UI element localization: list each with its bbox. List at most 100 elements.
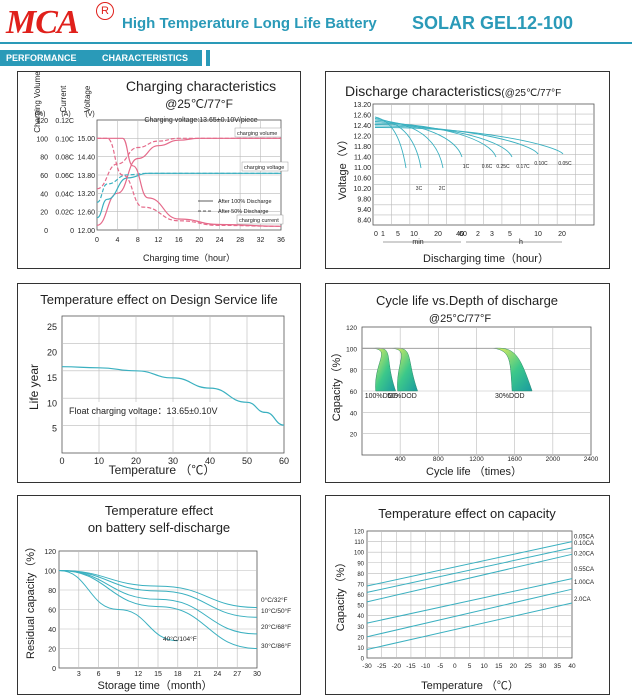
self-discharge-line-3	[58, 570, 258, 649]
y-tick-label: 90	[357, 561, 364, 567]
y-tick-label: 15	[47, 373, 57, 383]
volume-tick-label: 80	[40, 155, 48, 162]
x-tick-label: 27	[233, 671, 241, 678]
series-label: 2C	[439, 186, 446, 192]
capacity-line-1	[366, 547, 573, 593]
x-tick-label: 0	[59, 456, 64, 466]
series-line-5	[96, 137, 282, 227]
current-tick-label: 0.08C	[55, 155, 74, 162]
x-tick-label: 40	[205, 456, 215, 466]
x-axis-label: Storage time（month）	[98, 679, 213, 692]
self-discharge-line-4	[58, 570, 178, 642]
volume-tick-label: 120	[36, 118, 48, 125]
axis-title-current: Current	[59, 85, 68, 112]
model-name: SOLAR GEL12-100	[412, 13, 574, 33]
y-tick-label: 12.20	[353, 134, 371, 141]
x-tick-label: 10	[410, 231, 418, 238]
series-label: 20°C/68°F	[261, 623, 291, 631]
x-tick-label: 3	[490, 231, 494, 238]
x-tick-label: -30	[362, 663, 372, 670]
series-label: 30°C/86°F	[261, 642, 291, 650]
y-axis-label: Capacity（%）	[330, 347, 343, 422]
note-background	[68, 402, 218, 417]
series-label: 0.20CA	[574, 551, 594, 557]
x-tick-label: 24	[216, 237, 224, 244]
y-tick-label: 10	[47, 398, 57, 408]
y-tick-label: 10.20	[353, 186, 371, 193]
life-curve	[61, 366, 285, 426]
registered-mark: R	[96, 2, 114, 20]
y-tick-label: 80	[350, 368, 358, 375]
chart-title: Charging characteristics	[126, 78, 276, 94]
volume-tick-label: 60	[40, 173, 48, 180]
current-tick-label: 0.04C	[55, 191, 74, 198]
current-tick-label: 0.06C	[55, 173, 74, 180]
series-label: 10°C/50°F	[261, 607, 291, 615]
series-label: charging volume	[237, 131, 277, 137]
axis-title-volume: Charging Volume	[33, 71, 42, 133]
capacity-line-5	[366, 602, 573, 650]
float-voltage-note: Float charging voltage：13.65±0.10V	[69, 406, 218, 416]
x-tick-label: 36	[277, 237, 285, 244]
series-label: 0.10CA	[574, 541, 594, 547]
y-tick-label: 50	[357, 604, 364, 610]
discharge-curve	[374, 121, 463, 158]
discharge-curve	[374, 124, 513, 158]
x-tick-label: 24	[214, 671, 222, 678]
series-label: 0.55CA	[574, 567, 594, 573]
x-tick-label: 21	[194, 671, 202, 678]
y-tick-label: 30	[357, 625, 364, 631]
section-tag-bar	[198, 50, 202, 66]
x-tick-label: 8	[136, 237, 140, 244]
y-tick-label: 20	[47, 348, 57, 358]
dod-label: 30%DOD	[495, 393, 525, 400]
x-tick-label: 40	[568, 663, 576, 670]
series-label: charging current	[239, 218, 279, 224]
y-tick-label: 100	[354, 551, 365, 557]
current-tick-label: 0.10C	[55, 136, 74, 143]
y-tick-label: 13.20	[353, 102, 371, 109]
capacity-line-0	[366, 541, 573, 587]
series-label: 3C	[416, 186, 423, 192]
y-tick-label: 12.40	[353, 123, 371, 130]
x-tick-label: 5	[468, 663, 472, 670]
y-tick-label: 60	[350, 389, 358, 396]
y-tick-label: 20	[350, 432, 358, 439]
self-discharge-line-0	[58, 570, 258, 608]
x-tick-label: 800	[433, 456, 444, 463]
series-label: 40°C/104°F	[163, 635, 197, 643]
y-tick-label: 20	[48, 647, 56, 654]
voltage-tick-label: 13.20	[77, 191, 95, 198]
current-tick-label: 0.02C	[55, 210, 74, 217]
x-tick-label: 28	[236, 237, 244, 244]
x-unit-label: min	[412, 239, 423, 246]
series-line-0	[96, 137, 281, 226]
y-tick-label: 60	[357, 593, 364, 599]
volume-tick-label: 20	[40, 210, 48, 217]
y-tick-label: 80	[357, 572, 364, 578]
y-tick-label: 0	[361, 657, 365, 663]
series-label: 0.05C	[558, 161, 572, 167]
self-discharge-line-2	[58, 570, 258, 635]
chart-subtitle: @25℃/77°F	[165, 97, 233, 111]
discharge-curve	[374, 127, 564, 155]
chart-subtitle: (@25℃/77°F	[501, 88, 561, 99]
y-tick-label: 40	[357, 614, 364, 620]
section-tag-bar	[206, 50, 210, 66]
x-tick-label: -5	[437, 663, 443, 670]
x-tick-label: 60	[279, 456, 289, 466]
y-tick-label: 70	[357, 582, 364, 588]
x-tick-label: 5	[396, 231, 400, 238]
chart-title: Cycle life vs.Depth of discharge	[376, 293, 558, 308]
legend-entry: After 100% Discharge	[218, 199, 272, 205]
y-tick-label: 25	[47, 322, 57, 332]
x-tick-label: -15	[406, 663, 416, 670]
y-tick-label: 0	[52, 666, 56, 673]
y-tick-label: 20	[357, 635, 364, 641]
series-label: 2.0CA	[574, 597, 591, 603]
x-tick-label: 2	[476, 231, 480, 238]
voltage-tick-label: 12.00	[77, 228, 95, 235]
axis-title-voltage: Voltage	[83, 85, 92, 112]
x-tick-label: 30	[168, 456, 178, 466]
x-tick-label: 10	[94, 456, 104, 466]
